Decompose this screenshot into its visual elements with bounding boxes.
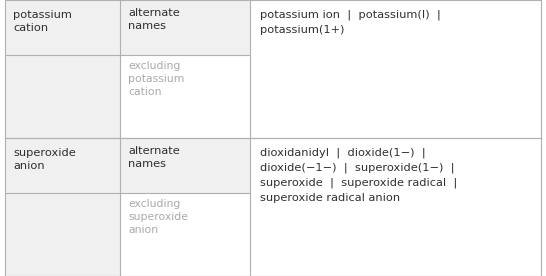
Text: excluding
potassium
cation: excluding potassium cation [128,61,185,97]
Bar [250,0,541,138]
Bar [120,193,250,276]
Text: alternate
names: alternate names [128,8,180,31]
Bar [5,0,120,138]
Text: potassium
cation: potassium cation [13,10,72,33]
Bar [120,55,250,138]
Text: superoxide
anion: superoxide anion [13,148,76,171]
Text: dioxidanidyl  |  dioxide(1−)  |
dioxide(−1−)  |  superoxide(1−)  |
superoxide  |: dioxidanidyl | dioxide(1−) | dioxide(−1−… [260,148,458,203]
Text: potassium ion  |  potassium(I)  |
potassium(1+): potassium ion | potassium(I) | potassium… [260,10,441,35]
Text: alternate
names: alternate names [128,146,180,169]
Text: excluding
superoxide
anion: excluding superoxide anion [128,199,188,235]
Bar [250,138,541,276]
Bar [120,138,250,193]
Bar [120,0,250,55]
Bar [5,138,120,276]
